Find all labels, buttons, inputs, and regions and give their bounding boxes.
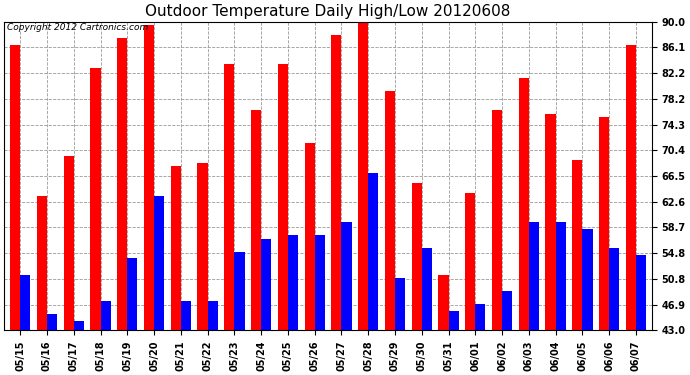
Bar bbox=[358, 22, 368, 330]
Bar bbox=[331, 35, 342, 330]
Bar bbox=[422, 248, 432, 330]
Bar bbox=[181, 301, 191, 330]
Bar bbox=[636, 255, 646, 330]
Text: Copyright 2012 Cartronics.com: Copyright 2012 Cartronics.com bbox=[8, 23, 148, 32]
Bar bbox=[251, 110, 261, 330]
Bar bbox=[448, 311, 459, 330]
Bar bbox=[412, 183, 422, 330]
Bar bbox=[529, 222, 539, 330]
Bar bbox=[154, 196, 164, 330]
Bar bbox=[599, 117, 609, 330]
Bar bbox=[545, 114, 555, 330]
Bar bbox=[170, 166, 181, 330]
Bar bbox=[278, 64, 288, 330]
Bar bbox=[315, 235, 325, 330]
Bar bbox=[288, 235, 298, 330]
Bar bbox=[385, 91, 395, 330]
Bar bbox=[519, 78, 529, 330]
Bar bbox=[626, 45, 636, 330]
Bar bbox=[63, 156, 74, 330]
Bar bbox=[304, 143, 315, 330]
Bar bbox=[224, 64, 235, 330]
Bar bbox=[74, 321, 84, 330]
Bar bbox=[37, 196, 47, 330]
Bar bbox=[101, 301, 110, 330]
Bar bbox=[128, 258, 137, 330]
Bar bbox=[502, 291, 512, 330]
Bar bbox=[492, 110, 502, 330]
Bar bbox=[475, 304, 486, 330]
Bar bbox=[47, 314, 57, 330]
Bar bbox=[465, 192, 475, 330]
Bar bbox=[144, 25, 154, 330]
Bar bbox=[368, 173, 378, 330]
Bar bbox=[20, 274, 30, 330]
Bar bbox=[572, 160, 582, 330]
Bar bbox=[235, 252, 244, 330]
Bar bbox=[117, 38, 128, 330]
Bar bbox=[208, 301, 218, 330]
Bar bbox=[10, 45, 20, 330]
Bar bbox=[90, 68, 101, 330]
Bar bbox=[582, 229, 593, 330]
Bar bbox=[197, 163, 208, 330]
Bar bbox=[609, 248, 620, 330]
Bar bbox=[261, 238, 271, 330]
Bar bbox=[395, 278, 405, 330]
Bar bbox=[342, 222, 352, 330]
Bar bbox=[555, 222, 566, 330]
Bar bbox=[438, 274, 449, 330]
Title: Outdoor Temperature Daily High/Low 20120608: Outdoor Temperature Daily High/Low 20120… bbox=[146, 4, 511, 19]
